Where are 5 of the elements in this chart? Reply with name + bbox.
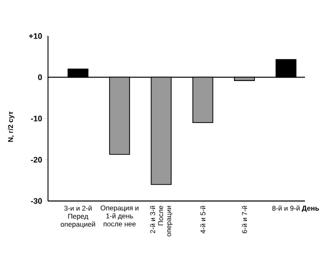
y-tick-label: -10: [30, 116, 42, 122]
y-tick-label: -30: [30, 198, 42, 204]
y-tick-label: 0: [38, 74, 42, 80]
y-tick-label: -20: [30, 156, 42, 163]
y-tick-label: +10: [28, 33, 42, 39]
